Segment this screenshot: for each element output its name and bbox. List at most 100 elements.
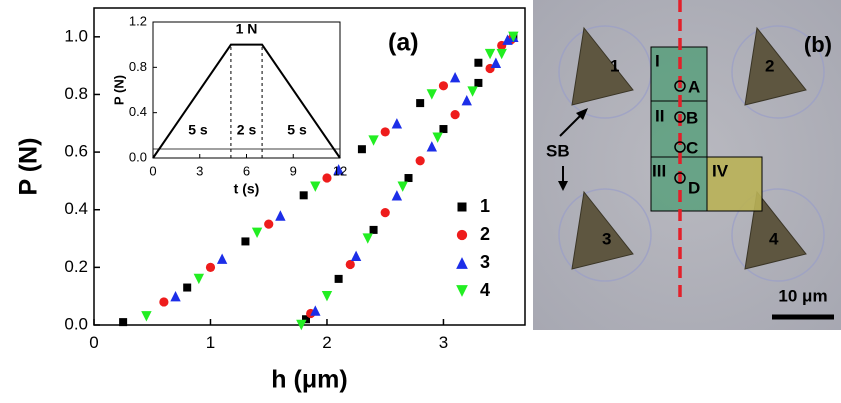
point: [416, 99, 425, 108]
point: [461, 95, 472, 106]
y-tick-label: 0.8: [129, 59, 147, 74]
x-tick-label: 9: [290, 164, 297, 179]
point: [334, 274, 343, 283]
x-tick-label: 12: [333, 164, 347, 179]
annotation: 2 s: [237, 122, 257, 138]
point: [310, 305, 321, 316]
point-label: B: [686, 108, 698, 127]
x-tick-label: 3: [439, 333, 448, 352]
point: [368, 135, 379, 146]
chart-title: (a): [388, 29, 419, 57]
annotation: 5 s: [188, 122, 208, 138]
micrograph: (b) 1 2 3 4 I II III IV A B C D SB 10 μm: [533, 0, 841, 330]
point: [296, 319, 307, 331]
point: [357, 145, 366, 154]
region-label: II: [655, 106, 664, 125]
x-tick-label: 0: [149, 164, 156, 179]
x-axis-label: t (s): [234, 181, 260, 197]
point: [502, 34, 513, 45]
point: [474, 58, 483, 67]
point: [310, 181, 321, 192]
point: [474, 78, 483, 87]
point: [450, 110, 460, 120]
point: [241, 237, 250, 246]
legend-marker: [456, 285, 468, 297]
y-tick-label: 1.2: [129, 13, 147, 28]
point: [484, 48, 496, 60]
region-label: I: [655, 51, 660, 70]
point: [397, 181, 408, 192]
y-tick-label: 0.4: [64, 199, 88, 218]
load-line: [152, 43, 341, 159]
x-tick-label: 3: [196, 164, 203, 179]
legend-marker: [456, 257, 468, 269]
indent-label: 2: [765, 56, 774, 75]
point-label: A: [688, 77, 700, 96]
point: [369, 225, 378, 234]
legend-marker: [456, 229, 468, 241]
point: [415, 156, 425, 166]
point: [391, 190, 403, 201]
point: [404, 174, 413, 183]
point: [439, 125, 448, 134]
legend-label: 2: [480, 224, 490, 244]
point: [496, 48, 507, 60]
region-label: III: [652, 161, 666, 180]
y-axis-label: P (N): [15, 138, 43, 196]
point: [380, 208, 390, 218]
scale-bar-label: 10 μm: [778, 286, 827, 305]
point-label: D: [688, 178, 700, 197]
legend-label: 4: [480, 280, 490, 300]
x-tick-label: 0: [89, 333, 98, 352]
point: [170, 290, 181, 302]
y-tick-label: 1.0: [64, 26, 88, 45]
point: [426, 89, 438, 100]
point: [438, 81, 449, 91]
point: [193, 273, 205, 285]
indent-label: 4: [769, 229, 779, 248]
point: [333, 164, 344, 175]
point: [119, 318, 128, 327]
indent-label: 3: [602, 229, 611, 248]
point: [141, 311, 152, 322]
point: [467, 86, 478, 97]
point: [490, 57, 502, 68]
point: [449, 71, 461, 83]
point: [362, 233, 373, 244]
indent-label: 1: [610, 56, 619, 75]
y-tick-label: 0.0: [129, 149, 147, 164]
region-label: IV: [712, 161, 729, 180]
y-axis-label: P (N): [111, 75, 126, 105]
plot-frame: [93, 7, 526, 326]
point: [508, 31, 519, 43]
legend-label: 3: [480, 252, 490, 272]
legend-label: 1: [480, 196, 490, 216]
point: [391, 118, 403, 129]
x-tick-label: 1: [206, 333, 215, 352]
annotation: 1 N: [236, 21, 258, 37]
legend-marker: [457, 202, 467, 212]
sb-label: SB: [546, 141, 570, 160]
point: [159, 297, 169, 307]
point: [264, 219, 274, 229]
point: [275, 210, 286, 221]
point: [322, 173, 332, 183]
panel-label: (b): [804, 32, 832, 57]
x-tick-label: 2: [322, 333, 331, 352]
point: [426, 141, 438, 152]
point: [380, 127, 390, 137]
point: [205, 262, 216, 272]
point: [216, 253, 228, 264]
point: [251, 227, 263, 238]
point: [299, 191, 308, 200]
y-tick-label: 0.0: [64, 314, 88, 333]
point: [302, 315, 311, 324]
point: [432, 132, 443, 143]
y-tick-label: 0.2: [64, 257, 88, 276]
y-tick-label: 0.6: [64, 142, 88, 161]
annotation: 5 s: [287, 122, 307, 138]
point-label: C: [686, 138, 698, 157]
y-tick-label: 0.4: [129, 104, 147, 119]
y-tick-label: 0.8: [64, 84, 88, 103]
